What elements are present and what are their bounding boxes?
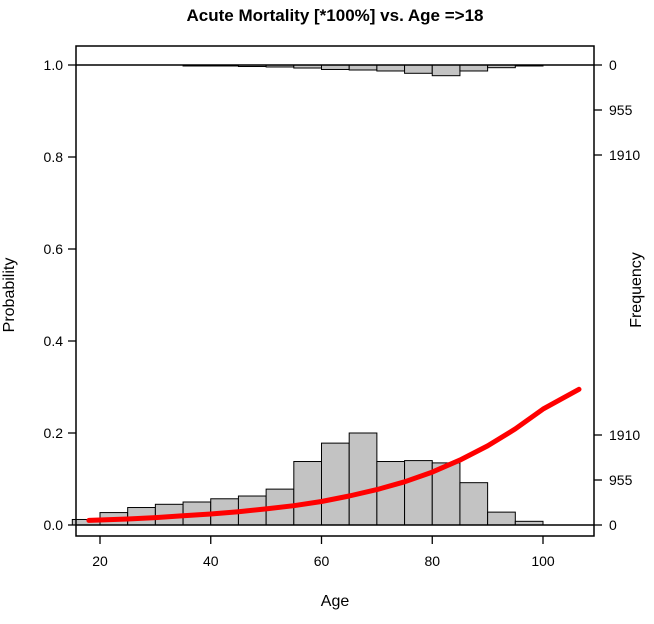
y-right-tick-label: 955 [609, 102, 633, 118]
histogram-bar-bottom [321, 442, 350, 526]
x-axis-title: Age [321, 593, 350, 610]
x-tick-label: 40 [203, 553, 219, 569]
y-right-tick-label: 955 [609, 472, 633, 488]
y-left-tick-label: 0.8 [44, 149, 64, 165]
histogram-bar-top [404, 64, 433, 74]
y-left-tick-label: 0.4 [44, 333, 64, 349]
y-left-tick-label: 0.0 [44, 517, 64, 533]
histogram-bar-bottom [376, 461, 406, 526]
y-right-tick-label: 1910 [609, 147, 640, 163]
y-axis-title-left: Probability [1, 258, 18, 333]
y-right-tick-label: 0 [609, 517, 617, 533]
histogram-bar-bottom [459, 482, 489, 526]
histogram-bar-top [459, 64, 489, 72]
y-right-tick-label: 1910 [609, 427, 640, 443]
logistic-curve [86, 386, 582, 523]
histogram-bar-top [431, 64, 461, 77]
chart-geometry: 20 40 60 80 100 1.0 0.8 0.6 0.4 0.2 0.0 0 955 1910 191… [44, 45, 640, 569]
y-left-tick-label: 0.2 [44, 425, 64, 441]
histogram-bar-bottom [404, 460, 433, 526]
x-tick-label: 60 [314, 553, 330, 569]
plot-box [75, 45, 595, 537]
y-left-tick-label: 1.0 [44, 57, 64, 73]
x-tick-label: 100 [531, 553, 555, 569]
histogram-bar-top [376, 64, 406, 72]
histogram-bar-bottom [293, 461, 322, 526]
y-axis-title-right: Frequency [628, 252, 645, 328]
plot-title: Acute Mortality [*100%] vs. Age =>18 [187, 6, 484, 25]
x-tick-label: 20 [92, 553, 108, 569]
x-tick-label: 80 [424, 553, 440, 569]
y-left-tick-label: 0.6 [44, 241, 64, 257]
histogram-bar-bottom [348, 432, 378, 526]
y-right-tick-label: 0 [609, 57, 617, 73]
histogram-bar-bottom [487, 511, 516, 526]
